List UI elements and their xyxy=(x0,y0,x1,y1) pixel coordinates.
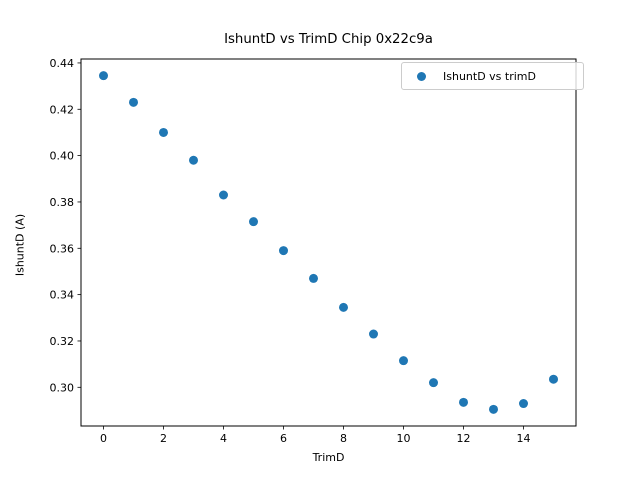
data-point xyxy=(459,397,468,407)
data-point xyxy=(159,127,168,137)
chart-title: IshuntD vs TrimD Chip 0x22c9a xyxy=(224,32,433,47)
y-tick-label: 0.38 xyxy=(50,196,75,209)
x-tick-label: 4 xyxy=(220,432,227,445)
y-axis-label: IshuntD (A) xyxy=(13,213,27,277)
legend-marker-icon xyxy=(417,71,426,81)
data-point xyxy=(489,404,498,414)
legend-label: IshuntD vs trimD xyxy=(443,69,536,83)
data-point xyxy=(429,378,438,388)
y-tick-label: 0.34 xyxy=(50,289,75,302)
data-point xyxy=(219,190,228,200)
y-tick-label: 0.30 xyxy=(50,381,75,394)
y-tick-label: 0.44 xyxy=(50,57,75,70)
data-point xyxy=(339,302,348,312)
legend: IshuntD vs trimD xyxy=(401,62,584,90)
x-tick-label: 14 xyxy=(517,432,531,445)
data-point xyxy=(129,97,138,107)
y-tick-label: 0.32 xyxy=(50,335,75,348)
x-axis-label: TrimD xyxy=(312,451,345,464)
plot-spines xyxy=(80,58,577,427)
data-point xyxy=(519,399,528,409)
x-tick-label: 12 xyxy=(457,432,471,445)
x-tick-label: 2 xyxy=(160,432,167,445)
x-tick-label: 10 xyxy=(397,432,411,445)
y-tick-label: 0.40 xyxy=(50,150,75,163)
y-tick-label: 0.36 xyxy=(50,242,75,255)
data-point xyxy=(279,246,288,256)
y-tick-label: 0.42 xyxy=(50,103,75,116)
x-tick-label: 0 xyxy=(100,432,107,445)
x-tick-label: 8 xyxy=(340,432,347,445)
data-point xyxy=(249,217,258,227)
data-point xyxy=(369,329,378,339)
data-point xyxy=(99,71,108,81)
data-point xyxy=(189,155,198,165)
x-tick-label: 6 xyxy=(280,432,287,445)
data-point xyxy=(399,356,408,366)
data-point xyxy=(309,273,318,283)
data-point xyxy=(549,374,558,384)
